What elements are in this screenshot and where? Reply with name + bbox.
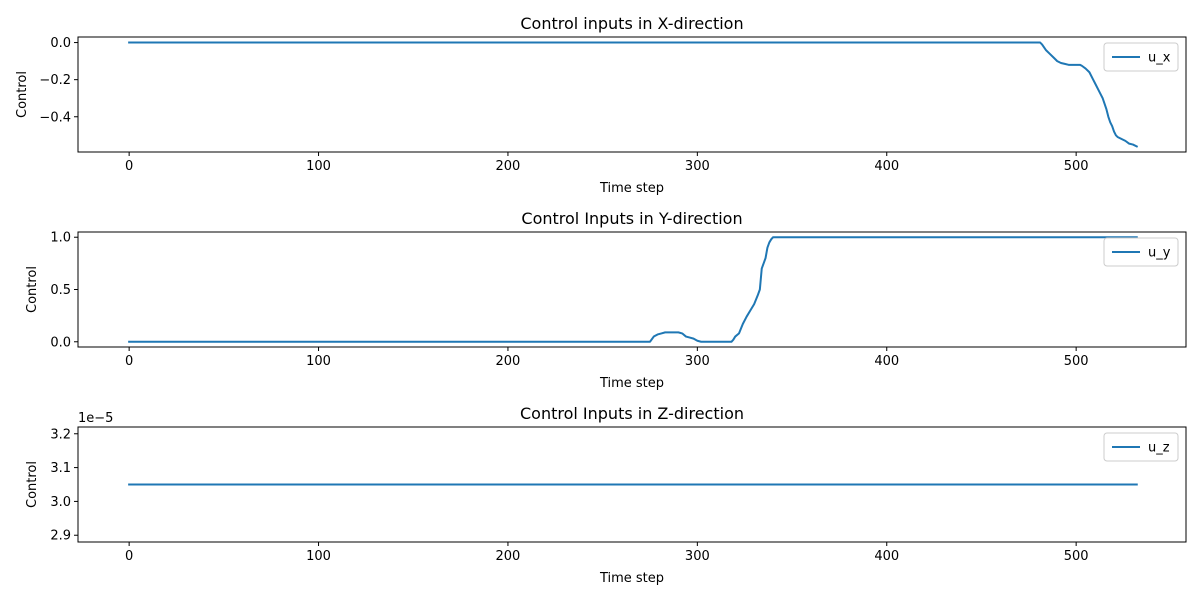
x-tick-label: 400 [874, 354, 899, 369]
x-tick-label: 0 [125, 549, 133, 564]
chart-panel-2: Control Inputs in Y-direction 0 100 200 300 4… [25, 209, 1187, 391]
x-tick-label: 500 [1064, 549, 1089, 564]
x-tick-label: 200 [496, 159, 521, 174]
plot-frame [77, 36, 1187, 153]
legend: u_x [1103, 42, 1179, 72]
chart-title: Control Inputs in Y-direction [521, 209, 742, 228]
series-line-u_y [128, 236, 1138, 343]
y-axis-label: Control [15, 71, 30, 118]
chart-title: Control Inputs in Z-direction [520, 404, 744, 423]
x-tick-label: 200 [496, 549, 521, 564]
x-tick-label: 100 [306, 159, 331, 174]
legend-box [1103, 42, 1179, 72]
y-tick-label: 0.0 [50, 335, 71, 350]
y-axis-label: Control [25, 461, 40, 508]
x-tick-label: 300 [685, 354, 710, 369]
y-tick-label: 3.0 [50, 495, 71, 510]
x-tick-label: 0 [125, 354, 133, 369]
x-tick-label: 500 [1064, 354, 1089, 369]
series-line-u_x [128, 41, 1139, 148]
x-tick-label: 200 [496, 354, 521, 369]
y-tick-label: 3.2 [50, 427, 71, 442]
legend-entry: u_x [1148, 51, 1171, 66]
legend: u_z [1103, 432, 1179, 462]
legend-box [1103, 432, 1179, 462]
y-tick-label: 1.0 [50, 231, 71, 246]
x-tick-label: 500 [1064, 159, 1089, 174]
x-axis-label: Time step [599, 181, 664, 196]
chart-title: Control inputs in X-direction [520, 14, 743, 33]
y-axis-label: Control [25, 266, 40, 313]
y-tick-label: 2.9 [50, 529, 71, 544]
axis-offset-text: 1e−5 [78, 411, 113, 426]
legend-entry: u_z [1148, 441, 1170, 456]
y-tick-label: 3.1 [50, 461, 71, 476]
x-tick-label: 100 [306, 549, 331, 564]
legend: u_y [1103, 237, 1179, 267]
chart-panel-1: Control inputs in X-direction 0 100 200 300 4… [15, 14, 1187, 196]
chart-panel-3: Control Inputs in Z-direction 0 100 200 300 4… [25, 404, 1187, 586]
legend-box [1103, 237, 1179, 267]
x-tick-label: 300 [685, 159, 710, 174]
x-tick-label: 400 [874, 549, 899, 564]
y-tick-label: 0.0 [50, 36, 71, 51]
x-axis-label: Time step [599, 571, 664, 586]
x-axis-label: Time step [599, 376, 664, 391]
plot-frame [77, 426, 1187, 543]
y-tick-label: 0.5 [50, 283, 71, 298]
x-tick-label: 300 [685, 549, 710, 564]
y-tick-label: −0.2 [39, 73, 71, 88]
x-tick-label: 100 [306, 354, 331, 369]
legend-entry: u_y [1148, 246, 1171, 261]
y-tick-label: −0.4 [39, 110, 71, 125]
x-tick-label: 400 [874, 159, 899, 174]
plot-frame [77, 231, 1187, 348]
x-tick-label: 0 [125, 159, 133, 174]
